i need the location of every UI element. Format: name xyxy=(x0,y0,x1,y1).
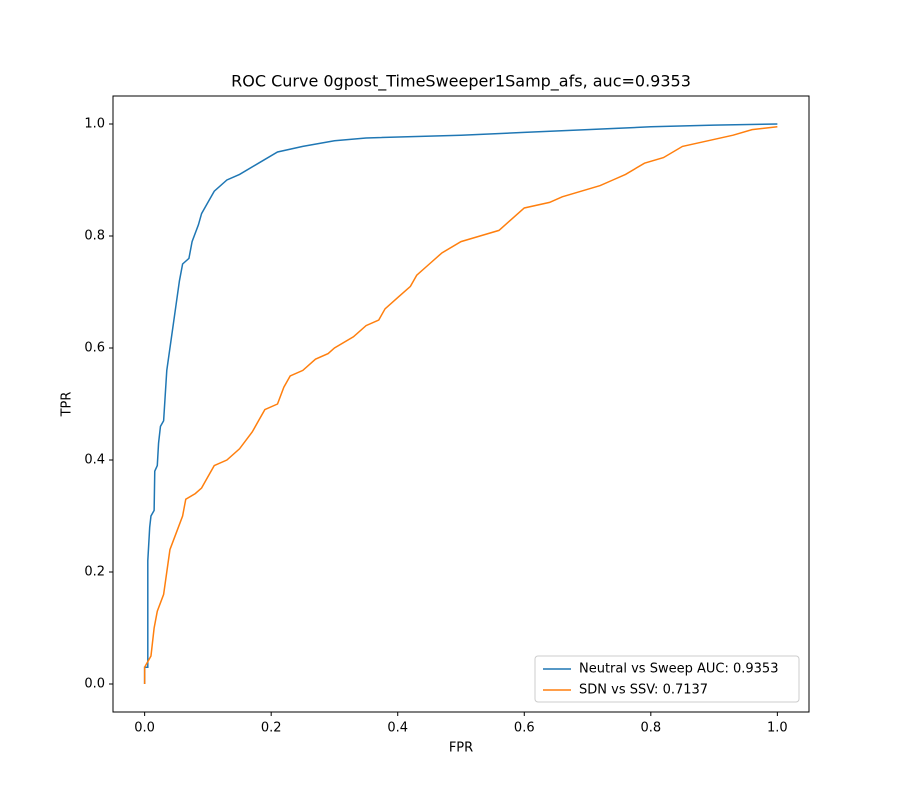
y-tick-label: 0.8 xyxy=(84,229,105,244)
x-tick-label: 0.4 xyxy=(387,721,408,736)
y-axis-label: TPR xyxy=(60,392,75,418)
y-tick-label: 0.0 xyxy=(84,677,105,692)
legend-label: SDN vs SSV: 0.7137 xyxy=(579,683,708,698)
x-tick-label: 0.2 xyxy=(261,721,282,736)
y-tick-label: 0.2 xyxy=(84,565,105,580)
y-tick-label: 0.6 xyxy=(84,341,105,356)
series-line xyxy=(143,123,778,684)
x-tick-label: 1.0 xyxy=(767,721,788,736)
x-tick-label: 0.0 xyxy=(134,721,155,736)
x-axis-label: FPR xyxy=(449,741,473,756)
y-tick-label: 1.0 xyxy=(84,117,105,132)
chart-title: ROC Curve 0gpost_TimeSweeper1Samp_afs, a… xyxy=(231,72,691,92)
series-line xyxy=(143,126,778,684)
legend-box xyxy=(534,655,800,703)
x-tick-label: 0.6 xyxy=(514,721,535,736)
legend-label: Neutral vs Sweep AUC: 0.9353 xyxy=(579,662,778,677)
y-tick-label: 0.4 xyxy=(84,453,105,468)
plot-frame xyxy=(112,95,810,713)
x-tick-label: 0.8 xyxy=(640,721,661,736)
